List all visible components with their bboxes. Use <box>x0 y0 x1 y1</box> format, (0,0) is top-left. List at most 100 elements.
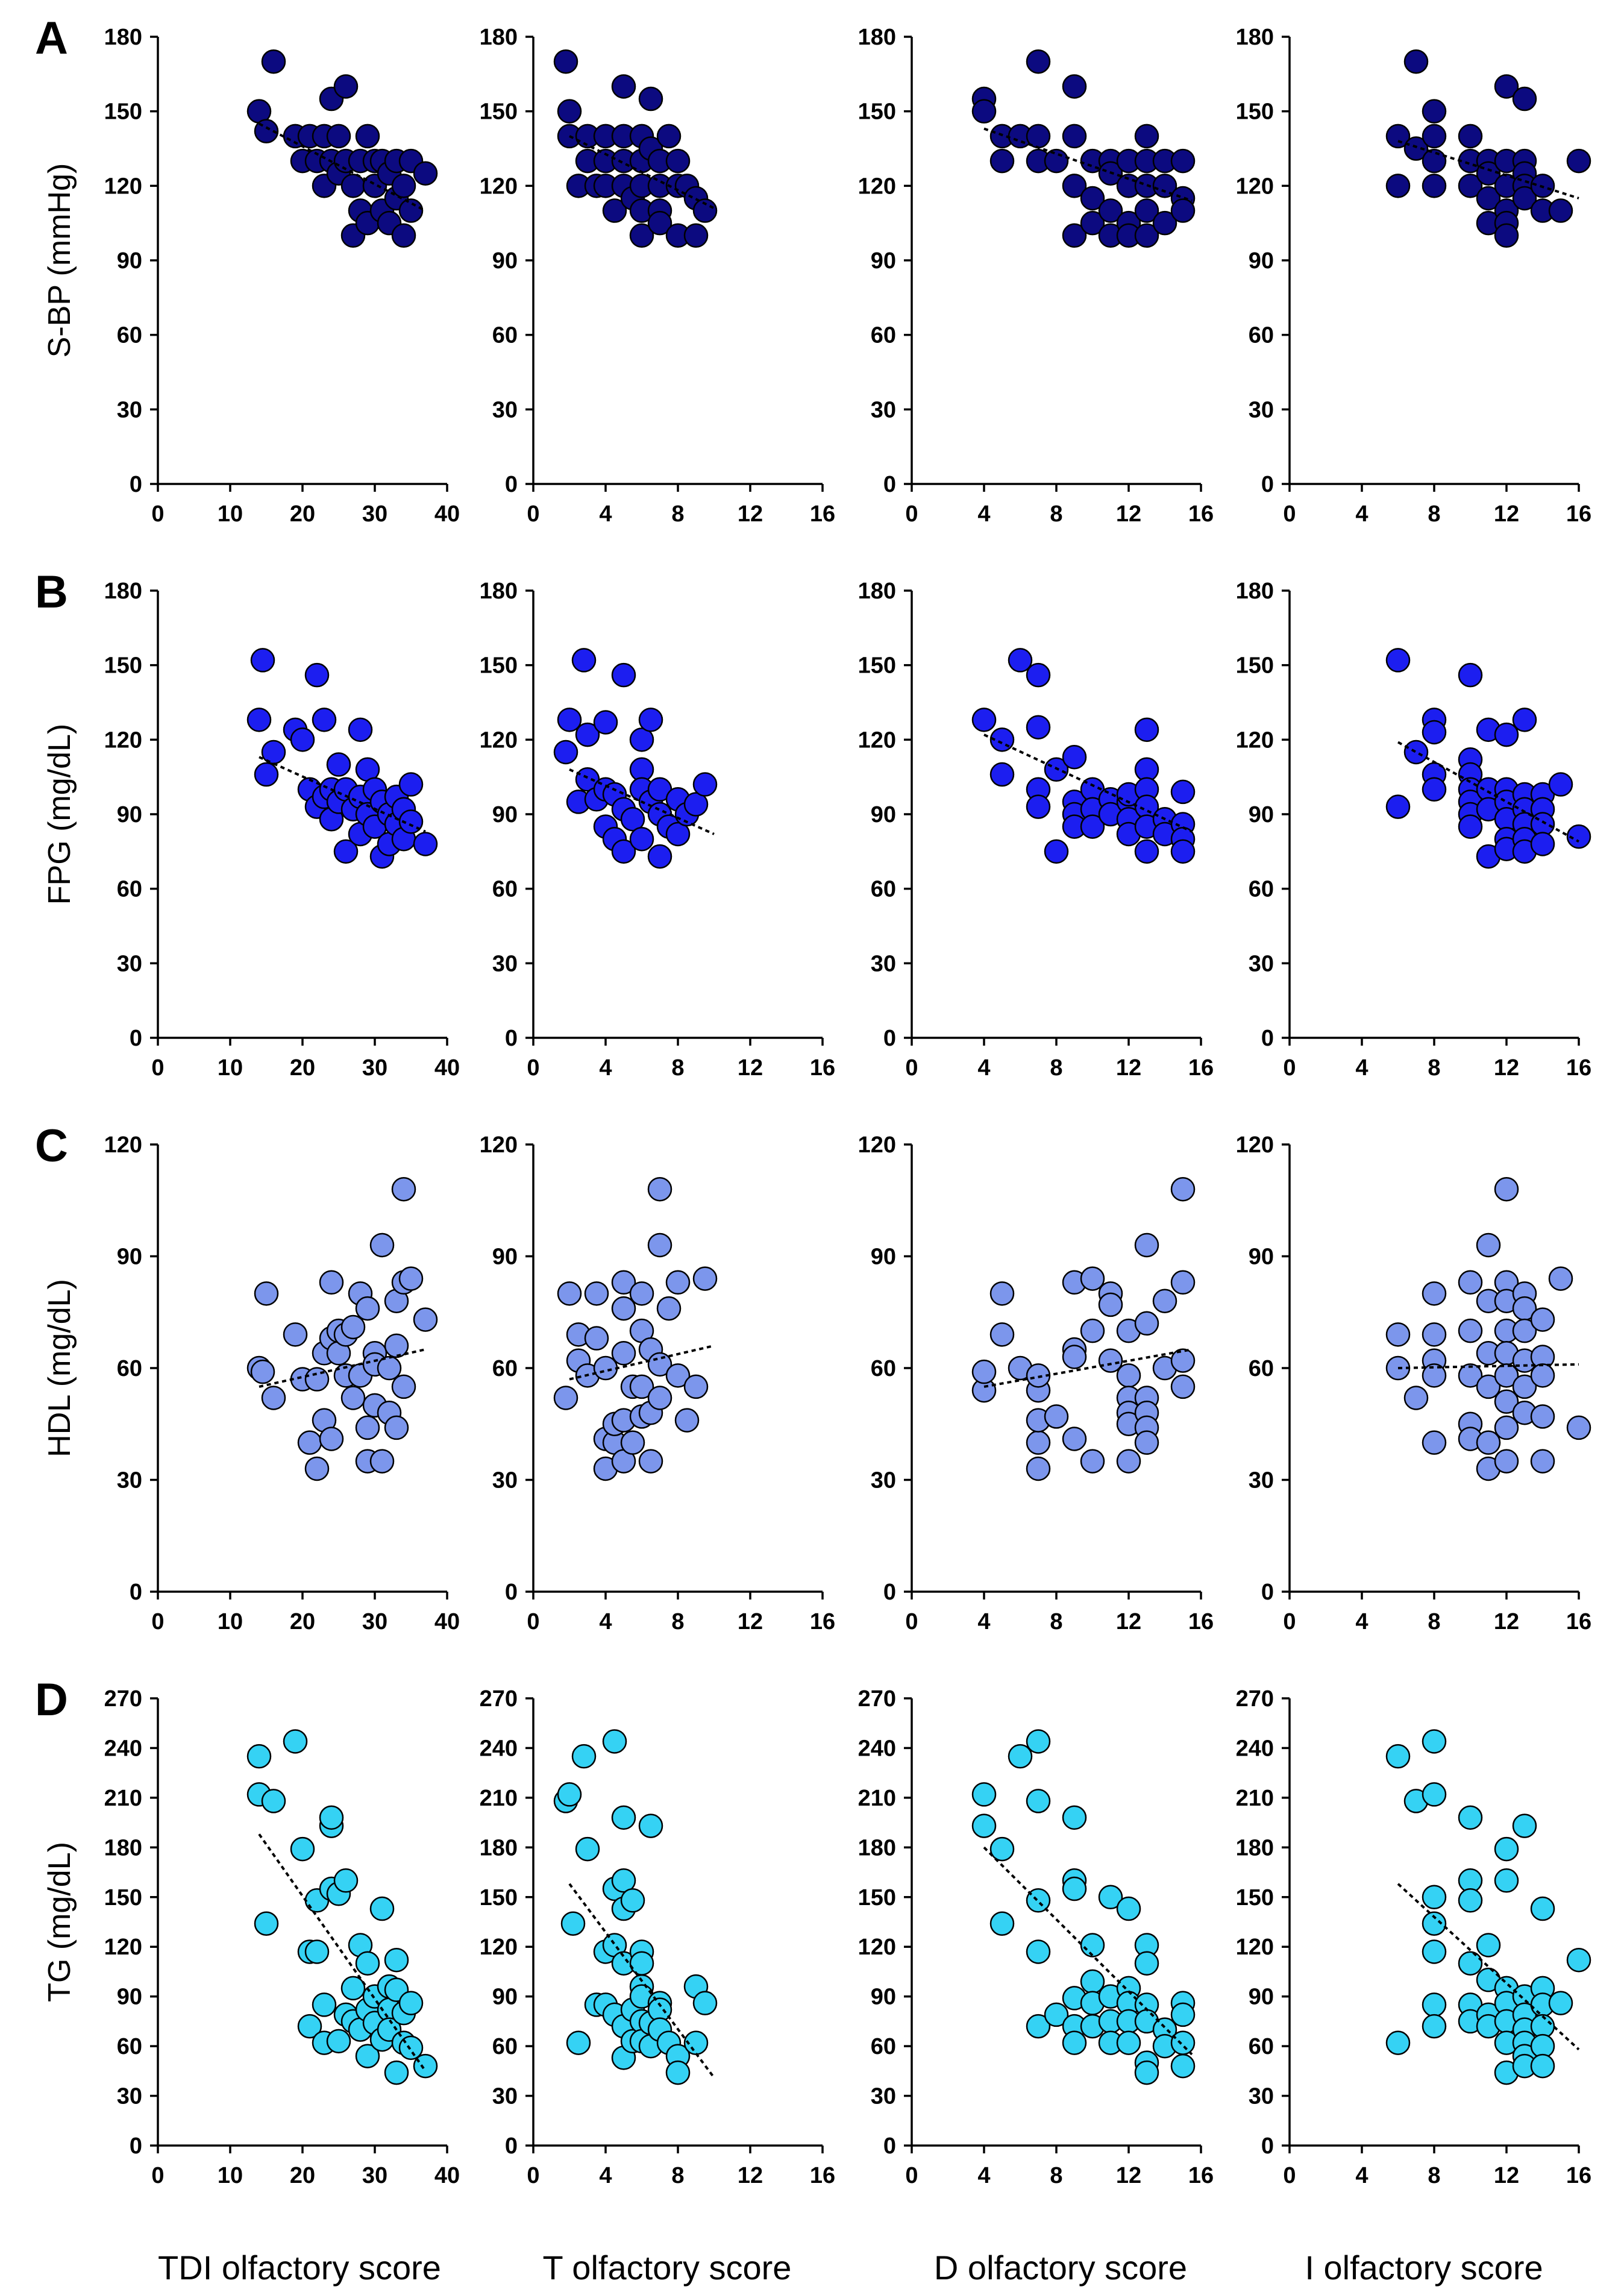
point-r3c3-x13-y40 <box>1134 1430 1159 1455</box>
point-r3c3-x12-y35 <box>1116 1449 1141 1474</box>
point-r4c4-x12-y179 <box>1494 1836 1519 1862</box>
point-r3c1-x33-y66 <box>384 1333 409 1358</box>
y-tick-label-30: 30 <box>117 951 142 976</box>
point-r3c4-x14-y73 <box>1530 1307 1555 1332</box>
point-r3c1-x29-y44 <box>355 1415 380 1440</box>
point-r4c4-x8-y244 <box>1422 1729 1447 1754</box>
point-r2c4-x13-y128 <box>1512 708 1537 732</box>
y-tick-label-90: 90 <box>871 1245 896 1270</box>
y-tick-label-60: 60 <box>117 2034 142 2059</box>
y-tick-label-150: 150 <box>858 653 896 679</box>
point-r1c2-x4_5-y110 <box>602 198 627 223</box>
x-tick-label-8: 8 <box>671 1609 684 1634</box>
point-r3c4-x12-y58 <box>1494 1363 1519 1388</box>
point-r4c3-x9-y198 <box>1062 1805 1087 1830</box>
point-r3c1-x31-y93 <box>369 1232 395 1258</box>
point-r1c4-x8-y140 <box>1422 124 1447 149</box>
point-r4c2-x4_5-y244 <box>602 1729 627 1754</box>
x-tick-label-4: 4 <box>1355 501 1368 527</box>
scatter-plot-r3c2: 0 30 60 90 120 0 4 8 12 16 <box>480 1132 836 1634</box>
x-tick-label-16: 16 <box>810 2163 835 2188</box>
point-r3c3-x14-y78 <box>1152 1289 1177 1313</box>
y-tick-label-90: 90 <box>117 1985 142 2010</box>
y-tick-label-120: 120 <box>1236 174 1274 199</box>
point-r4c2-x8-y44 <box>665 2060 691 2085</box>
point-r1c2-x2-y150 <box>557 99 582 124</box>
x-tick-label-40: 40 <box>434 1609 460 1634</box>
x-tick-label-12: 12 <box>738 1055 763 1081</box>
y-tick-label-60: 60 <box>871 1356 896 1381</box>
point-r1c2-x9-y100 <box>683 223 709 248</box>
point-r1c2-x7-y105 <box>647 210 672 236</box>
x-tick-label-4: 4 <box>599 1055 612 1081</box>
point-r3c4-x16-y44 <box>1566 1415 1591 1440</box>
point-r4c3-x15-y48 <box>1170 2053 1196 2079</box>
y-tick-label-150: 150 <box>1236 1885 1274 1910</box>
y-tick-label-60: 60 <box>1249 1356 1274 1381</box>
x-tick-label-4: 4 <box>977 501 990 527</box>
point-r4c3-x7-y244 <box>1026 1729 1051 1754</box>
point-r3c4-x8-y40 <box>1422 1430 1447 1455</box>
y-tick-label-30: 30 <box>492 1468 518 1493</box>
x-tick-label-0: 0 <box>151 2163 164 2188</box>
y-tick-label-120: 120 <box>104 727 142 753</box>
point-r1c4-x15-y110 <box>1548 198 1573 223</box>
scatter-plot-r4c4: 0 30 60 90 120 150 180 210 240 270 0 4 8 12 16 <box>1236 1686 1592 2188</box>
point-r3c2-x9_5-y84 <box>692 1266 718 1291</box>
y-tick-label-210: 210 <box>480 1786 518 1811</box>
trend-line-r3c2 <box>569 1344 715 1381</box>
y-tick-label-180: 180 <box>104 579 142 604</box>
point-r4c3-x12-y143 <box>1116 1896 1141 1921</box>
point-r2c3-x5-y106 <box>989 762 1015 787</box>
x-tick-label-16: 16 <box>1566 1055 1591 1081</box>
point-r3c1-x14_5-y59 <box>250 1359 275 1384</box>
point-r3c1-x35-y84 <box>398 1266 424 1291</box>
point-r3c4-x14-y47 <box>1530 1404 1555 1429</box>
point-r3c4-x8-y58 <box>1422 1363 1447 1388</box>
point-r2c2-x9_5-y102 <box>692 772 718 797</box>
y-tick-label-270: 270 <box>104 1686 142 1712</box>
point-r4c1-x19-y244 <box>283 1729 308 1754</box>
x-tick-label-12: 12 <box>1116 1055 1141 1081</box>
x-tick-label-4: 4 <box>1355 1609 1368 1634</box>
point-r4c1-x15-y134 <box>254 1911 279 1936</box>
point-r1c3-x9-y140 <box>1062 124 1087 149</box>
trend-line-r3c1 <box>259 1348 426 1388</box>
x-tick-label-10: 10 <box>218 1055 243 1081</box>
x-tick-label-4: 4 <box>1355 2163 1368 2188</box>
y-tick-label-120: 120 <box>858 174 896 199</box>
y-tick-label-120: 120 <box>480 174 518 199</box>
trend-line-r3c3 <box>983 1348 1193 1388</box>
trend-line-r2c1 <box>259 756 426 833</box>
point-r4c4-x8-y212 <box>1422 1782 1447 1807</box>
point-r4c3-x15-y62 <box>1170 2030 1196 2055</box>
point-r3c3-x15-y83 <box>1170 1270 1196 1295</box>
point-r3c1-x22-y33 <box>304 1456 330 1481</box>
x-tick-label-0: 0 <box>1283 1055 1296 1081</box>
y-tick-label-30: 30 <box>492 2084 518 2109</box>
point-r3c4-x14-y58 <box>1530 1363 1555 1388</box>
point-r1c4-x6-y140 <box>1385 124 1411 149</box>
y-tick-label-60: 60 <box>871 2034 896 2059</box>
y-tick-label-150: 150 <box>480 1885 518 1910</box>
y-tick-label-90: 90 <box>1249 802 1274 827</box>
point-r2c3-x13-y124 <box>1134 717 1159 742</box>
point-r3c3-x10-y70 <box>1080 1318 1105 1343</box>
point-r3c2-x7-y93 <box>647 1232 672 1258</box>
y-tick-label-150: 150 <box>480 99 518 125</box>
point-r4c3-x9-y62 <box>1062 2030 1087 2055</box>
point-r3c1-x29-y76 <box>355 1296 380 1321</box>
point-r3c4-x13-y55 <box>1512 1374 1537 1399</box>
point-r4c1-x33-y44 <box>384 2060 409 2085</box>
point-r3c2-x6-y55 <box>629 1374 654 1399</box>
y-tick-label-150: 150 <box>104 99 142 125</box>
x-tick-label-4: 4 <box>977 2163 990 2188</box>
y-tick-label-180: 180 <box>1236 579 1274 604</box>
point-r1c3-x9-y160 <box>1062 74 1087 99</box>
point-r1c4-x8-y120 <box>1422 174 1447 198</box>
point-r2c3-x10-y85 <box>1080 814 1105 839</box>
x-tick-label-12: 12 <box>1116 501 1141 527</box>
y-axis-title-a: S-BP (mmHg) <box>42 163 77 358</box>
y-tick-label-150: 150 <box>858 1885 896 1910</box>
x-tick-label-20: 20 <box>290 501 315 527</box>
